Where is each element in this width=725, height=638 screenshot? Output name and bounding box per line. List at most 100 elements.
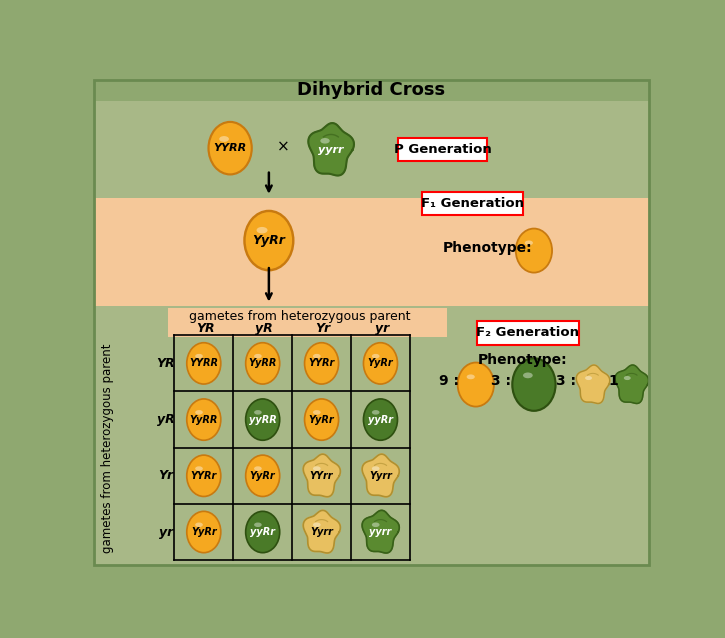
Ellipse shape bbox=[187, 343, 221, 384]
FancyBboxPatch shape bbox=[94, 80, 650, 101]
Ellipse shape bbox=[523, 373, 533, 378]
Ellipse shape bbox=[460, 376, 492, 400]
Ellipse shape bbox=[212, 138, 249, 167]
Text: yr: yr bbox=[375, 322, 389, 335]
Text: 3 :: 3 : bbox=[492, 374, 511, 388]
Ellipse shape bbox=[189, 412, 218, 434]
Ellipse shape bbox=[366, 412, 395, 434]
Polygon shape bbox=[308, 123, 354, 175]
Text: yR: yR bbox=[157, 413, 175, 426]
FancyBboxPatch shape bbox=[94, 101, 650, 198]
Polygon shape bbox=[303, 510, 340, 553]
Ellipse shape bbox=[515, 374, 552, 403]
Ellipse shape bbox=[246, 343, 280, 384]
Ellipse shape bbox=[457, 362, 494, 406]
Ellipse shape bbox=[187, 455, 221, 496]
Ellipse shape bbox=[307, 355, 336, 378]
Ellipse shape bbox=[248, 524, 277, 547]
Text: YyRR: YyRR bbox=[189, 415, 218, 425]
Ellipse shape bbox=[248, 228, 289, 262]
FancyBboxPatch shape bbox=[168, 308, 447, 337]
Text: Yyrr: Yyrr bbox=[310, 527, 333, 537]
Text: YYRR: YYRR bbox=[213, 143, 246, 153]
Text: F₁ Generation: F₁ Generation bbox=[421, 197, 524, 210]
Ellipse shape bbox=[248, 355, 277, 378]
Text: Phenotype:: Phenotype: bbox=[443, 241, 533, 255]
Ellipse shape bbox=[372, 466, 380, 471]
Text: YYrr: YYrr bbox=[310, 471, 334, 481]
Ellipse shape bbox=[219, 136, 229, 142]
FancyBboxPatch shape bbox=[94, 198, 650, 306]
Ellipse shape bbox=[372, 354, 380, 359]
Text: gametes from heterozygous parent: gametes from heterozygous parent bbox=[102, 344, 114, 553]
Ellipse shape bbox=[372, 523, 380, 527]
Ellipse shape bbox=[248, 412, 277, 434]
Ellipse shape bbox=[246, 511, 280, 553]
Ellipse shape bbox=[189, 355, 218, 378]
Text: YyRr: YyRr bbox=[250, 471, 276, 481]
Text: YyRr: YyRr bbox=[191, 527, 217, 537]
Ellipse shape bbox=[254, 410, 262, 415]
Text: yyrr: yyrr bbox=[318, 145, 344, 154]
Ellipse shape bbox=[248, 468, 277, 490]
Ellipse shape bbox=[513, 359, 555, 411]
Ellipse shape bbox=[467, 375, 475, 379]
Ellipse shape bbox=[195, 466, 203, 471]
Ellipse shape bbox=[525, 241, 533, 245]
Ellipse shape bbox=[304, 399, 339, 440]
FancyBboxPatch shape bbox=[423, 192, 523, 215]
Polygon shape bbox=[303, 454, 340, 497]
Polygon shape bbox=[362, 454, 399, 497]
Text: 1: 1 bbox=[608, 374, 618, 388]
Ellipse shape bbox=[246, 399, 280, 440]
Text: yyRr: yyRr bbox=[368, 415, 393, 425]
Ellipse shape bbox=[195, 354, 203, 359]
Text: 3 :: 3 : bbox=[557, 374, 576, 388]
Text: YR: YR bbox=[196, 322, 215, 335]
Ellipse shape bbox=[372, 410, 380, 415]
Ellipse shape bbox=[313, 354, 320, 359]
Text: yR: yR bbox=[255, 322, 273, 335]
Ellipse shape bbox=[624, 376, 631, 380]
Text: YyRr: YyRr bbox=[309, 415, 334, 425]
Text: YyRr: YyRr bbox=[368, 359, 393, 368]
Ellipse shape bbox=[366, 355, 395, 378]
Ellipse shape bbox=[515, 228, 552, 272]
Text: gametes from heterozygous parent: gametes from heterozygous parent bbox=[189, 309, 410, 323]
Ellipse shape bbox=[320, 138, 330, 144]
Text: yyrr: yyrr bbox=[369, 527, 392, 537]
Ellipse shape bbox=[246, 455, 280, 496]
Polygon shape bbox=[576, 365, 610, 403]
Text: YyRr: YyRr bbox=[252, 234, 286, 247]
Text: F₂ Generation: F₂ Generation bbox=[476, 327, 579, 339]
Text: Dihybrid Cross: Dihybrid Cross bbox=[297, 80, 445, 99]
Ellipse shape bbox=[313, 523, 320, 527]
Text: Yr: Yr bbox=[158, 470, 173, 482]
Text: ×: × bbox=[276, 139, 289, 154]
Ellipse shape bbox=[195, 410, 203, 415]
Ellipse shape bbox=[195, 523, 203, 527]
Text: yyRR: yyRR bbox=[249, 415, 276, 425]
FancyBboxPatch shape bbox=[476, 322, 579, 345]
FancyBboxPatch shape bbox=[94, 306, 650, 565]
Text: yyRr: yyRr bbox=[250, 527, 276, 537]
Ellipse shape bbox=[254, 354, 262, 359]
Ellipse shape bbox=[244, 211, 294, 271]
Ellipse shape bbox=[254, 466, 262, 471]
Polygon shape bbox=[362, 510, 399, 553]
Ellipse shape bbox=[585, 376, 592, 380]
Text: YYRR: YYRR bbox=[189, 359, 218, 368]
Text: YR: YR bbox=[157, 357, 175, 370]
Ellipse shape bbox=[363, 343, 397, 384]
FancyBboxPatch shape bbox=[397, 138, 487, 161]
Ellipse shape bbox=[189, 524, 218, 547]
Ellipse shape bbox=[307, 412, 336, 434]
Text: 9 :: 9 : bbox=[439, 374, 459, 388]
Text: Yr: Yr bbox=[315, 322, 331, 335]
Polygon shape bbox=[615, 365, 649, 403]
Text: YYRr: YYRr bbox=[308, 359, 335, 368]
Ellipse shape bbox=[187, 399, 221, 440]
Ellipse shape bbox=[254, 523, 262, 527]
Text: yr: yr bbox=[159, 526, 173, 538]
Ellipse shape bbox=[189, 468, 218, 490]
